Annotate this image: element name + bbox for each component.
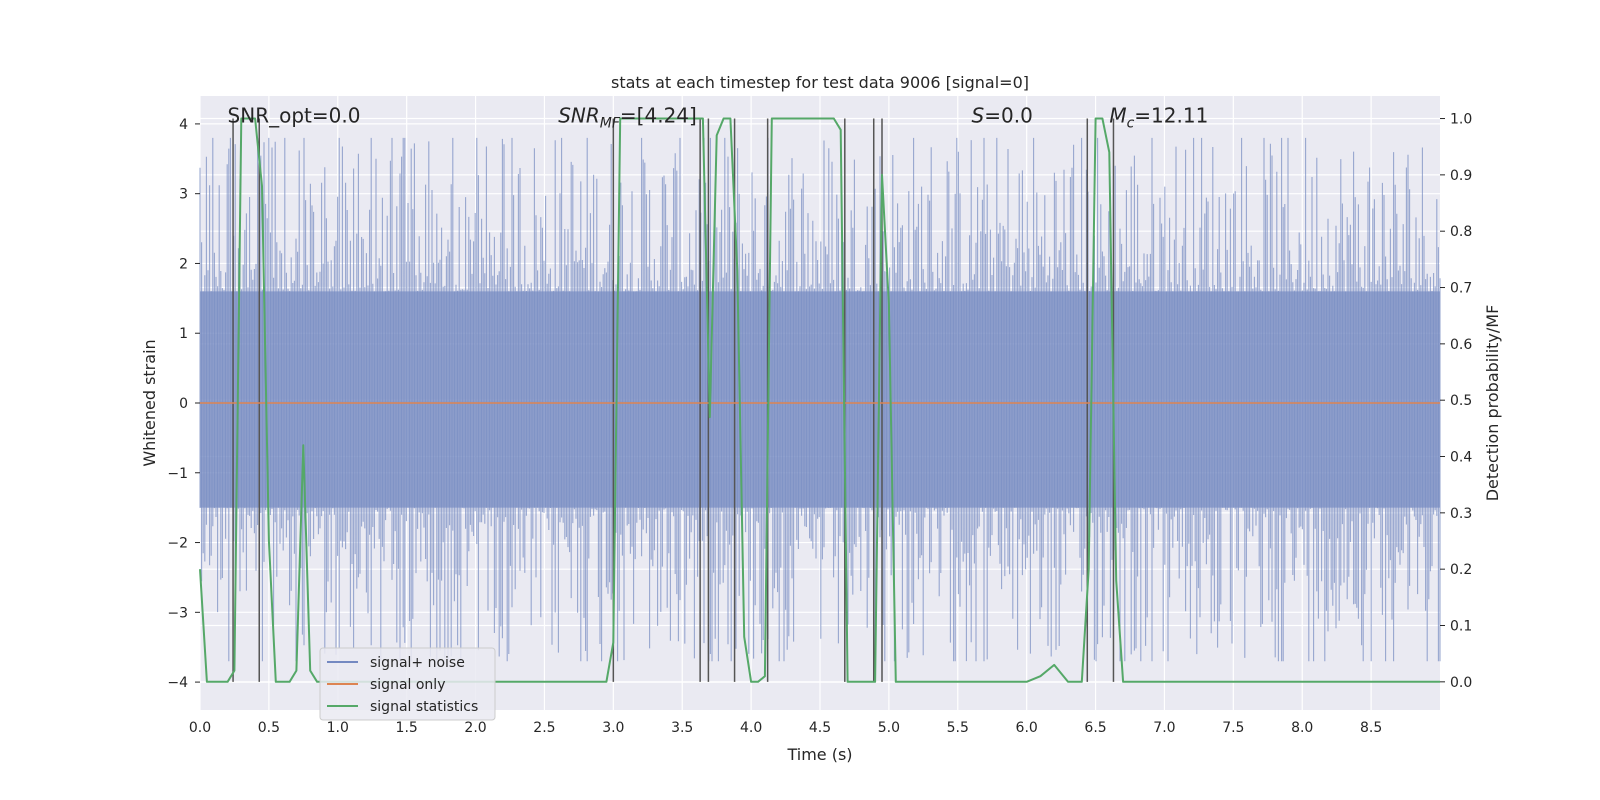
legend-box bbox=[319, 647, 496, 721]
x-tick-label: 4.0 bbox=[740, 720, 762, 736]
annotation-3: Mc=12.11 bbox=[1109, 104, 1208, 132]
annotation-2: S=0.0 bbox=[972, 104, 1033, 128]
x-tick-label: 7.5 bbox=[1222, 720, 1244, 736]
x-axis-ticks: 0.0 0.5 1.0 1.5 2.0 2.5 3.0 3.5 4.0 4.5 5.0 5.5 6.0 6… bbox=[189, 720, 1382, 736]
y2-tick-label: 0.9 bbox=[1450, 168, 1472, 184]
y2-tick-label: 0.0 bbox=[1450, 675, 1472, 691]
y-axis-label: Whitened strain bbox=[140, 339, 159, 466]
y-tick-label: 3 bbox=[179, 187, 188, 203]
y2-tick-label: 0.1 bbox=[1450, 619, 1472, 635]
x-tick-label: 2.0 bbox=[464, 720, 486, 736]
chart-title: stats at each timestep for test data 900… bbox=[611, 73, 1029, 92]
series-signal-plus-noise bbox=[199, 137, 1441, 662]
legend-label-signal-plus-noise: signal+ noise bbox=[370, 655, 465, 671]
x-tick-label: 0.5 bbox=[258, 720, 280, 736]
x-axis-label: Time (s) bbox=[786, 745, 852, 764]
x-tick-label: 4.5 bbox=[809, 720, 831, 736]
x-tick-label: 5.0 bbox=[878, 720, 900, 736]
y2-tick-label: 0.4 bbox=[1450, 450, 1472, 466]
x-tick-label: 1.0 bbox=[327, 720, 349, 736]
x-tick-label: 8.5 bbox=[1360, 720, 1382, 736]
annotations: SNR_opt=0.0 SNRMF=[4.24] S=0.0 Mc=12.11 bbox=[228, 104, 1209, 132]
y2-tick-label: 0.8 bbox=[1450, 224, 1472, 240]
x-tick-label: 7.0 bbox=[1153, 720, 1175, 736]
x-tick-label: 5.5 bbox=[947, 720, 969, 736]
series-signal-statistics bbox=[199, 117, 1440, 683]
x-tick-label: 2.5 bbox=[533, 720, 555, 736]
y-tick-label: −3 bbox=[167, 605, 188, 621]
y-tick-label: 0 bbox=[179, 396, 188, 412]
annotation-0: SNR_opt=0.0 bbox=[228, 104, 361, 128]
legend-label-signal-statistics: signal statistics bbox=[370, 699, 478, 715]
y-tick-label: −1 bbox=[167, 466, 188, 482]
x-tick-label: 0.0 bbox=[189, 720, 211, 736]
x-tick-label: 8.0 bbox=[1291, 720, 1313, 736]
x-tick-label: 3.5 bbox=[671, 720, 693, 736]
y-tick-label: 2 bbox=[179, 256, 188, 272]
y2-axis-label: Detection probability/MF bbox=[1483, 305, 1502, 502]
x-tick-label: 1.5 bbox=[396, 720, 418, 736]
y-tick-label: −4 bbox=[167, 675, 188, 691]
y2-tick-label: 1.0 bbox=[1450, 112, 1472, 128]
y-tick-label: 1 bbox=[179, 326, 188, 342]
y2-tick-label: 0.2 bbox=[1450, 562, 1472, 578]
x-tick-label: 3.0 bbox=[602, 720, 624, 736]
y2-tick-label: 0.3 bbox=[1450, 506, 1472, 522]
y2-tick-label: 0.7 bbox=[1450, 281, 1472, 297]
legend-label-signal-only: signal only bbox=[370, 677, 445, 693]
legend: signal+ noise signal only signal statist… bbox=[319, 647, 496, 721]
annotation-1: SNRMF=[4.24] bbox=[558, 104, 697, 132]
y2-axis-ticks: 1.0 0.9 0.8 0.7 0.6 0.5 0.4 0.3 0.2 0.1 0.0 bbox=[1440, 112, 1472, 691]
x-tick-label: 6.5 bbox=[1084, 720, 1106, 736]
y2-tick-label: 0.6 bbox=[1450, 337, 1472, 353]
signal-statistics-line bbox=[199, 117, 1440, 683]
y-tick-label: 4 bbox=[179, 117, 188, 133]
y-axis-ticks: 4 3 2 1 0 −1 −2 −3 −4 bbox=[167, 117, 200, 691]
y2-tick-label: 0.5 bbox=[1450, 393, 1472, 409]
x-tick-label: 6.0 bbox=[1016, 720, 1038, 736]
y-tick-label: −2 bbox=[167, 536, 188, 552]
